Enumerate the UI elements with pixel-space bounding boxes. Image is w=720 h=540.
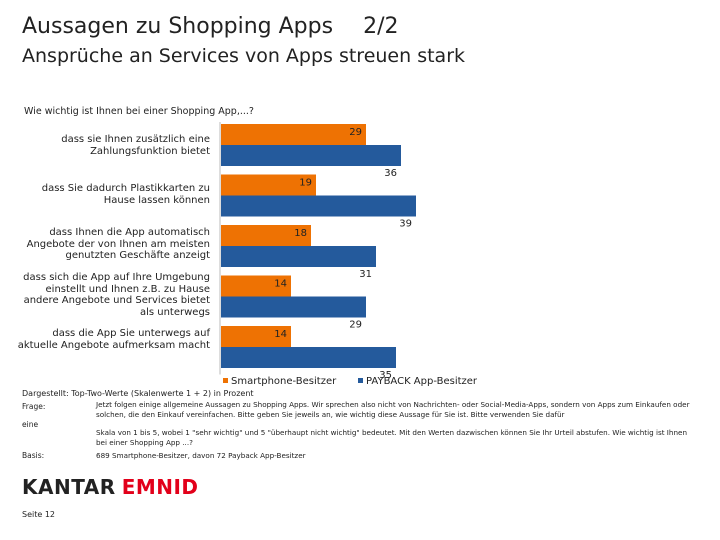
bar-chart: 29 36 19 39 18 31 14 29 14 35 <box>219 122 416 380</box>
legend-item-smartphone: Smartphone-Besitzer <box>223 376 336 387</box>
bar-payback <box>221 347 396 368</box>
category-label: dass Sie dadurch Plastikkarten zu Hause … <box>41 183 210 206</box>
note-basis-text: 689 Smartphone-Besitzer, davon 72 Paybac… <box>96 451 306 460</box>
page-subtitle: Ansprüche an Services von Apps streuen s… <box>22 45 466 67</box>
legend-swatch-payback <box>358 378 363 383</box>
legend-label-payback: PAYBACK App-Besitzer <box>366 376 478 387</box>
note-dargestellt: Dargestellt: Top-Two-Werte (Skalenwerte … <box>22 389 254 398</box>
data-label-smartphone: 14 <box>274 329 287 340</box>
page-title: Aussagen zu Shopping Apps 2/2 <box>22 14 398 39</box>
data-label-payback: 31 <box>359 269 372 280</box>
kantar-emnid-logo: KANTAR EMNID <box>22 475 199 499</box>
bar-smartphone <box>221 124 366 145</box>
bar-smartphone <box>221 225 311 246</box>
data-label-payback: 29 <box>349 320 362 331</box>
title-text: Aussagen zu Shopping Apps <box>22 14 334 39</box>
bar-payback <box>221 145 401 166</box>
data-label-smartphone: 19 <box>299 178 312 189</box>
legend-item-payback: PAYBACK App-Besitzer <box>358 376 477 387</box>
bar-payback <box>221 195 416 217</box>
note-frage-text: Jetzt folgen einige allgemeine Aussagen … <box>96 400 690 419</box>
bar-smartphone <box>221 275 291 297</box>
page-indicator: 2/2 <box>363 14 399 39</box>
category-label: dass Ihnen die App automatisch Angebote … <box>26 227 210 261</box>
category-label: dass sich die App auf Ihre Umgebung eins… <box>23 272 210 318</box>
note-frage-key: Frage: <box>22 402 46 411</box>
data-label-payback: 39 <box>399 219 412 230</box>
note-eine-key: eine <box>22 420 39 429</box>
category-label: dass die App Sie unterwegs auf aktuelle … <box>17 328 210 351</box>
data-label-payback: 35 <box>379 370 392 380</box>
page-number: Seite 12 <box>22 510 56 519</box>
bar-payback <box>221 246 376 267</box>
data-label-smartphone: 18 <box>294 228 307 239</box>
bar-smartphone <box>221 174 316 196</box>
note-frage-text-2: Skala von 1 bis 5, wobei 1 "sehr wichtig… <box>96 428 688 447</box>
legend-label-smartphone: Smartphone-Besitzer <box>231 376 337 387</box>
note-basis-key: Basis: <box>22 451 45 460</box>
logo-kantar: KANTAR <box>22 475 116 499</box>
data-label-payback: 36 <box>384 168 397 179</box>
bar-payback <box>221 296 366 318</box>
bar-smartphone <box>221 326 291 347</box>
data-label-smartphone: 14 <box>274 279 287 290</box>
legend-swatch-smartphone <box>223 378 228 383</box>
data-label-smartphone: 29 <box>349 127 362 138</box>
category-label: dass sie Ihnen zusätzlich eine Zahlungsf… <box>61 134 210 157</box>
logo-emnid: EMNID <box>121 475 199 499</box>
chart-question: Wie wichtig ist Ihnen bei einer Shopping… <box>24 106 254 117</box>
